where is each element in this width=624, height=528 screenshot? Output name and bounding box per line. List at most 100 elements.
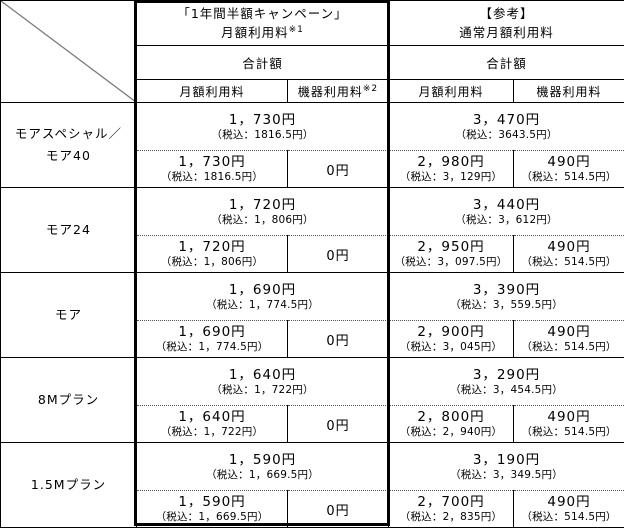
reference-equipment-cell: 490円 （税込：514.5円） — [514, 491, 624, 528]
tax-amount: （税込：1，669.5円） — [139, 511, 285, 524]
price-amount: 490円 — [516, 409, 622, 426]
price-amount: 0円 — [326, 504, 349, 519]
tax-amount: （税込：3，612円） — [391, 214, 622, 227]
reference-equipment-cell: 490円 （税込：514.5円） — [514, 236, 624, 273]
tax-amount: （税込：2，940円） — [391, 426, 511, 439]
reference-total-cell: 3，190円 （税込：3，349.5円） — [389, 443, 624, 491]
price-amount: 3，390円 — [391, 282, 622, 299]
tax-amount: （税込：3，454.5円） — [391, 384, 622, 397]
table-row: モアスペシャル／ モア40 1，730円 （税込：1816.5円） 3，470円… — [1, 103, 624, 151]
campaign-monthly-cell: 1，730円 （税込：1816.5円） — [137, 151, 288, 188]
tax-amount: （税込：1，806円） — [139, 256, 285, 269]
tax-amount: （税込：1，774.5円） — [139, 299, 386, 312]
campaign-equipment-col-header: 機器利用料※2 — [288, 80, 389, 103]
price-amount: 3，470円 — [391, 112, 622, 129]
tax-amount: （税込：514.5円） — [516, 256, 622, 269]
reference-monthly-cell: 2，950円 （税込：3，097.5円） — [389, 236, 514, 273]
price-amount: 3，440円 — [391, 197, 622, 214]
price-amount: 490円 — [516, 239, 622, 256]
table-header-row-titles: 「1年間半額キャンペーン」 月額利用料※1 【参考】 通常月額利用料 — [1, 1, 624, 46]
price-amount: 490円 — [516, 494, 622, 511]
reference-total-cell: 3，440円 （税込：3，612円） — [389, 188, 624, 236]
price-amount: 1，690円 — [139, 324, 285, 341]
reference-equipment-col-header: 機器利用料 — [514, 80, 624, 103]
price-amount: 1，590円 — [139, 452, 386, 469]
tax-amount: （税込：1816.5円） — [139, 129, 386, 142]
price-amount: 1，640円 — [139, 409, 285, 426]
campaign-equipment-col-label: 機器利用料 — [298, 85, 363, 99]
plan-name-cell: モア24 — [1, 188, 137, 273]
campaign-title-note: ※1 — [289, 25, 304, 35]
campaign-monthly-cell: 1，720円 （税込：1，806円） — [137, 236, 288, 273]
price-amount: 3，190円 — [391, 452, 622, 469]
tax-amount: （税込：514.5円） — [516, 171, 622, 184]
price-amount: 1，720円 — [139, 197, 386, 214]
tax-amount: （税込：3，097.5円） — [391, 256, 511, 269]
table-row: モア24 1，720円 （税込：1，806円） 3，440円 （税込：3，612… — [1, 188, 624, 236]
reference-subtotal-header: 合計額 — [389, 46, 624, 80]
tax-amount: （税込：3，129円） — [391, 171, 511, 184]
price-amount: 2，980円 — [391, 154, 511, 171]
tax-amount: （税込：3，349.5円） — [391, 469, 622, 482]
tax-amount: （税込：2，835円） — [391, 511, 511, 524]
tax-amount: （税込：1，669.5円） — [139, 469, 386, 482]
tax-amount: （税込：514.5円） — [516, 341, 622, 354]
price-amount: 0円 — [326, 249, 349, 264]
reference-monthly-cell: 2，700円 （税込：2，835円） — [389, 491, 514, 528]
tax-amount: （税込：1，722円） — [139, 384, 386, 397]
price-amount: 1，690円 — [139, 282, 386, 299]
corner-cell — [1, 1, 137, 103]
campaign-equipment-cell: 0円 — [288, 406, 389, 443]
price-amount: 1，730円 — [139, 154, 285, 171]
price-amount: 1，640円 — [139, 367, 386, 384]
campaign-equipment-cell: 0円 — [288, 236, 389, 273]
campaign-total-cell: 1，730円 （税込：1816.5円） — [137, 103, 389, 151]
price-amount: 2，800円 — [391, 409, 511, 426]
reference-monthly-col-header: 月額利用料 — [389, 80, 514, 103]
price-amount: 490円 — [516, 324, 622, 341]
tax-amount: （税込：1816.5円） — [139, 171, 285, 184]
plan-name-cell: 1.5Mプラン — [1, 443, 137, 528]
campaign-header-title-cell: 「1年間半額キャンペーン」 月額利用料※1 — [137, 1, 389, 46]
tax-amount: （税込：1，806円） — [139, 214, 386, 227]
price-amount: 1，720円 — [139, 239, 285, 256]
reference-header-title-cell: 【参考】 通常月額利用料 — [389, 1, 624, 46]
price-amount: 2，950円 — [391, 239, 511, 256]
price-amount: 1，590円 — [139, 494, 285, 511]
reference-equipment-cell: 490円 （税込：514.5円） — [514, 151, 624, 188]
campaign-equipment-cell: 0円 — [288, 151, 389, 188]
tax-amount: （税込：3，559.5円） — [391, 299, 622, 312]
table-row: モア 1，690円 （税込：1，774.5円） 3，390円 （税込：3，559… — [1, 273, 624, 321]
price-amount: 2，900円 — [391, 324, 511, 341]
campaign-title: 「1年間半額キャンペーン」 月額利用料 — [177, 6, 347, 40]
tax-amount: （税込：514.5円） — [516, 511, 622, 524]
campaign-equipment-cell: 0円 — [288, 491, 389, 528]
reference-monthly-cell: 2，980円 （税込：3，129円） — [389, 151, 514, 188]
reference-equipment-cell: 490円 （税込：514.5円） — [514, 406, 624, 443]
diagonal-line — [1, 1, 136, 102]
reference-title: 【参考】 通常月額利用料 — [459, 6, 554, 40]
price-amount: 2，700円 — [391, 494, 511, 511]
equipment-note: ※2 — [363, 84, 378, 94]
tax-amount: （税込：1，774.5円） — [139, 341, 285, 354]
reference-equipment-cell: 490円 （税込：514.5円） — [514, 321, 624, 358]
campaign-monthly-cell: 1，640円 （税込：1，722円） — [137, 406, 288, 443]
price-amount: 1，730円 — [139, 112, 386, 129]
campaign-total-cell: 1，720円 （税込：1，806円） — [137, 188, 389, 236]
campaign-total-cell: 1，690円 （税込：1，774.5円） — [137, 273, 389, 321]
table-row: 8Mプラン 1，640円 （税込：1，722円） 3，290円 （税込：3，45… — [1, 358, 624, 406]
tax-amount: （税込：3，045円） — [391, 341, 511, 354]
price-amount: 3，290円 — [391, 367, 622, 384]
reference-total-cell: 3，470円 （税込：3643.5円） — [389, 103, 624, 151]
plan-name-cell: モアスペシャル／ モア40 — [1, 103, 137, 188]
price-amount: 490円 — [516, 154, 622, 171]
plan-name-cell: 8Mプラン — [1, 358, 137, 443]
reference-monthly-cell: 2，900円 （税込：3，045円） — [389, 321, 514, 358]
price-amount: 0円 — [326, 419, 349, 434]
tax-amount: （税込：1，722円） — [139, 426, 285, 439]
price-amount: 0円 — [326, 334, 349, 349]
campaign-subtotal-header: 合計額 — [137, 46, 389, 80]
campaign-total-cell: 1，640円 （税込：1，722円） — [137, 358, 389, 406]
